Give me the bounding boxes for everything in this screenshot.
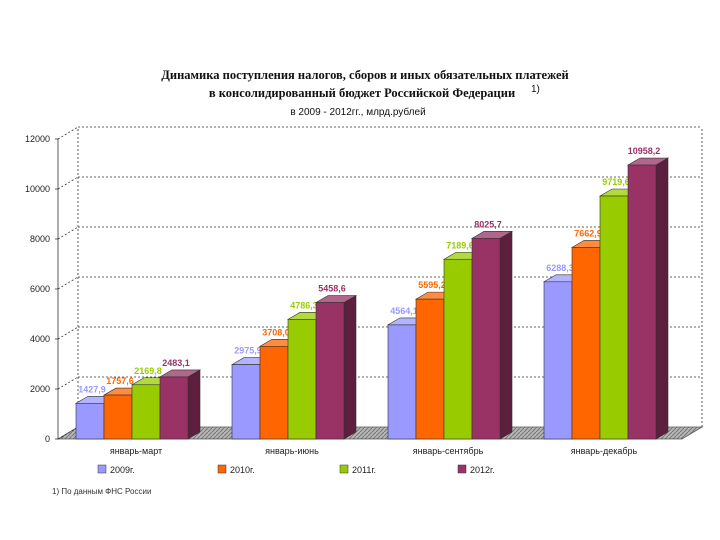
- legend-swatch: [217, 464, 227, 474]
- bar: [571, 247, 601, 440]
- gridline-diagonal: [57, 226, 79, 240]
- data-label: 9719,6: [602, 177, 630, 187]
- y-tick-label: 0: [45, 434, 50, 444]
- bar: [159, 376, 189, 440]
- data-label: 8025,7: [474, 219, 502, 229]
- gridline-diagonal: [57, 276, 79, 290]
- x-tick-label: январь-сентябрь: [413, 446, 484, 456]
- data-label: 2975,9: [234, 346, 262, 356]
- chart-subtitle: в 2009 - 2012гг., млрд.рублей: [290, 106, 425, 118]
- legend-label: 2012г.: [470, 465, 495, 475]
- legend-label: 2011г.: [352, 465, 376, 475]
- gridline-diagonal: [57, 176, 79, 190]
- bar: [75, 403, 105, 440]
- bar: [415, 298, 445, 440]
- bar: [387, 324, 417, 440]
- legend-swatch: [97, 464, 107, 474]
- legend-swatch: [339, 464, 349, 474]
- bar-side: [343, 295, 357, 440]
- bar-side: [499, 230, 513, 440]
- gridline-diagonal: [57, 126, 79, 140]
- legend-label: 2010г.: [230, 465, 255, 475]
- chart-title-superscript: 1): [531, 84, 540, 95]
- plot-area: 0200040006000800010000120001427,91757,62…: [25, 126, 704, 456]
- data-label: 2483,1: [162, 358, 190, 368]
- footnote: 1) По данным ФНС России: [52, 487, 151, 496]
- y-tick-label: 6000: [30, 284, 50, 294]
- bar: [443, 258, 473, 440]
- gridline-diagonal: [57, 326, 79, 340]
- x-tick-label: январь-декабрь: [571, 446, 638, 456]
- bar: [287, 319, 317, 440]
- data-label: 6288,3: [546, 263, 574, 273]
- chart-title-line1: Динамика поступления налогов, сборов и и…: [161, 68, 568, 82]
- chart-title-line2: в консолидированный бюджет Российской Фе…: [209, 86, 515, 100]
- legend-label: 2009г.: [110, 465, 135, 475]
- data-label: 5595,2: [418, 280, 446, 290]
- bar-side: [187, 369, 201, 440]
- data-label: 3708,0: [262, 327, 290, 337]
- bar: [103, 394, 133, 440]
- legend: 2009г. 2010г. 2011г. 2012г.: [97, 464, 495, 475]
- data-label: 5458,6: [318, 284, 346, 294]
- data-label: 1757,6: [106, 376, 134, 386]
- bar: [543, 281, 573, 440]
- gridline-diagonal: [57, 376, 79, 390]
- bar: [627, 164, 657, 440]
- data-label: 10958,2: [628, 146, 661, 156]
- x-tick-label: январь-март: [110, 446, 162, 456]
- bar: [471, 238, 501, 440]
- y-tick-label: 12000: [25, 134, 50, 144]
- data-label: 7662,9: [574, 228, 602, 238]
- bar-side: [655, 157, 669, 440]
- y-tick-label: 4000: [30, 334, 50, 344]
- bar: [259, 345, 289, 440]
- y-tick-label: 2000: [30, 384, 50, 394]
- bar: [315, 302, 345, 440]
- data-label: 4564,1: [390, 306, 418, 316]
- bar: [131, 384, 161, 440]
- legend-swatch: [457, 464, 467, 474]
- data-label: 2169,8: [134, 366, 162, 376]
- x-tick-label: январь-июнь: [265, 446, 319, 456]
- data-label: 1427,9: [78, 384, 106, 394]
- data-label: 4786,3: [290, 300, 318, 310]
- y-tick-label: 10000: [25, 184, 50, 194]
- y-tick-label: 8000: [30, 234, 50, 244]
- data-label: 7189,6: [446, 240, 474, 250]
- bar: [231, 364, 261, 440]
- bar: [599, 195, 629, 440]
